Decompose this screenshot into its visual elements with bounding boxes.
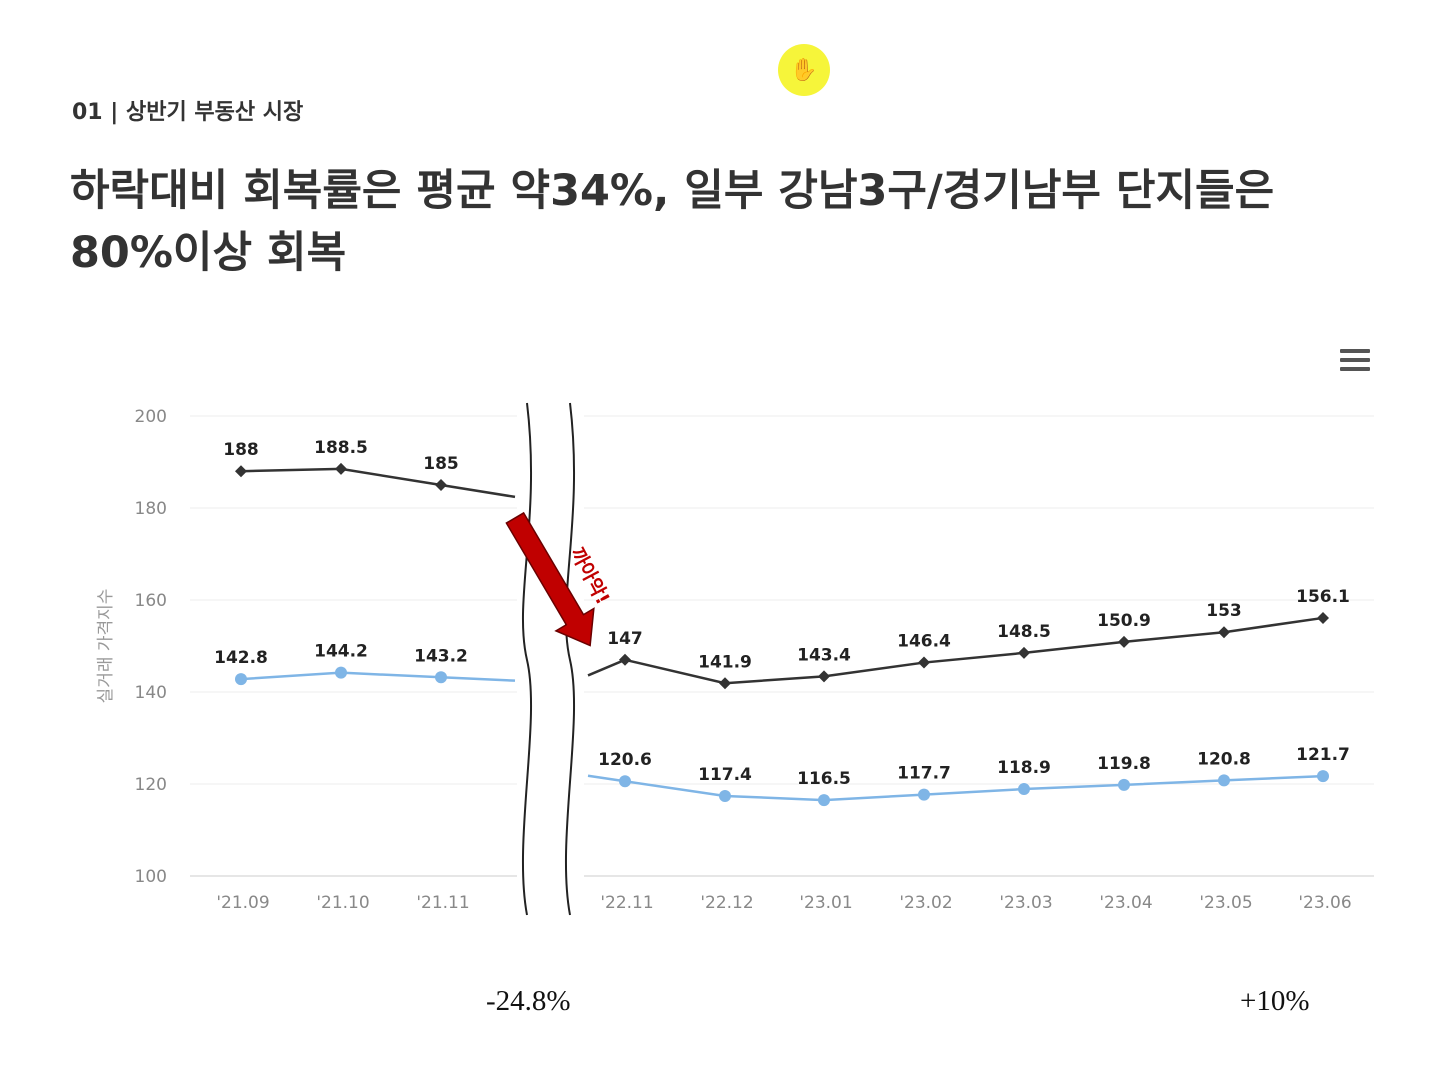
grid-lines	[190, 415, 1374, 877]
recovery-percent-label: +10%	[1240, 985, 1310, 1017]
data-point	[918, 788, 930, 801]
data-point	[719, 789, 731, 802]
data-point	[918, 656, 930, 669]
axis-break	[517, 400, 584, 920]
y-tick-label: 100	[135, 867, 167, 887]
decline-percent-label: -24.8%	[486, 985, 571, 1017]
series-line	[240, 467, 516, 499]
x-tick-label: '21.11	[416, 893, 469, 913]
data-point	[1018, 783, 1030, 796]
data-point	[1118, 778, 1130, 791]
data-point	[335, 462, 347, 475]
data-label: 121.7	[1296, 745, 1350, 765]
x-tick-label: '23.06	[1298, 893, 1351, 913]
data-point	[335, 666, 347, 679]
data-label: 185	[423, 454, 459, 474]
drop-arrow-body	[505, 511, 595, 647]
data-point	[235, 465, 247, 478]
series-line	[240, 671, 516, 682]
x-axis-ticks: '21.09 '21.10 '21.11 '22.11 '22.12 '23.01 '23.…	[216, 893, 1351, 913]
data-label: 119.8	[1097, 754, 1151, 774]
hand-cursor-icon: ✋	[778, 44, 830, 96]
data-point	[818, 670, 830, 683]
data-label: 143.2	[414, 646, 468, 666]
x-tick-label: '22.11	[600, 893, 653, 913]
data-point	[719, 677, 731, 690]
data-label: 147	[607, 629, 643, 649]
data-label: 150.9	[1097, 611, 1151, 631]
headline-title: 하락대비 회복률은 평균 약34%, 일부 강남3구/경기남부 단지들은 80%…	[70, 166, 1275, 278]
series-line	[587, 616, 1324, 685]
x-tick-label: '23.02	[899, 893, 952, 913]
data-label: 153	[1206, 601, 1242, 621]
section-label: 01 | 상반기 부동산 시장	[72, 100, 304, 125]
data-point	[1018, 646, 1030, 659]
break-gap	[517, 400, 584, 920]
y-axis-label: 실거래 가격지수	[96, 589, 116, 704]
data-label: 120.6	[598, 750, 652, 770]
data-label: 117.4	[698, 765, 752, 785]
x-tick-label: '23.03	[999, 893, 1052, 913]
data-label: 143.4	[797, 645, 851, 665]
break-wave-left	[521, 402, 533, 916]
data-label: 117.7	[897, 764, 951, 784]
x-tick-label: '23.05	[1199, 893, 1252, 913]
x-tick-label: '21.09	[216, 893, 269, 913]
drop-arrow	[505, 511, 595, 647]
data-point	[818, 794, 830, 807]
data-label: 141.9	[698, 652, 752, 672]
y-tick-label: 200	[135, 407, 167, 427]
x-tick-label: '23.01	[799, 893, 852, 913]
data-point	[619, 653, 631, 666]
data-point	[435, 671, 447, 684]
y-axis-ticks: 100 120 140 160 180 200	[135, 407, 167, 887]
data-label: 118.9	[997, 758, 1051, 778]
data-label: 120.8	[1197, 749, 1251, 769]
data-point	[1317, 770, 1329, 783]
data-point	[1218, 626, 1230, 639]
data-point	[435, 479, 447, 491]
y-tick-label: 160	[135, 591, 167, 611]
data-label: 142.8	[214, 648, 268, 668]
data-label: 146.4	[897, 632, 951, 652]
data-point	[1317, 611, 1329, 624]
data-label: 148.5	[997, 622, 1051, 642]
y-tick-label: 180	[135, 499, 167, 519]
x-tick-label: '22.12	[700, 893, 753, 913]
x-tick-label: '21.10	[316, 893, 369, 913]
drop-arrow-shape	[505, 511, 595, 647]
data-label: 116.5	[797, 769, 851, 789]
y-tick-label: 140	[135, 683, 167, 703]
data-label: 156.1	[1296, 587, 1350, 607]
x-tick-label: '23.04	[1099, 893, 1152, 913]
data-point	[1118, 635, 1130, 648]
data-point	[235, 673, 247, 686]
data-label: 188	[223, 440, 259, 460]
y-tick-label: 120	[135, 775, 167, 795]
data-point	[1218, 774, 1230, 787]
data-point	[619, 775, 631, 788]
data-label: 144.2	[314, 642, 368, 662]
hamburger-menu-icon[interactable]	[1340, 349, 1370, 375]
series-layer: 188 188.5 185 147 141.9 143.4 146.4 148.5 150.9 1…	[214, 438, 1350, 807]
break-wave-right	[564, 402, 576, 916]
data-label: 188.5	[314, 438, 368, 458]
